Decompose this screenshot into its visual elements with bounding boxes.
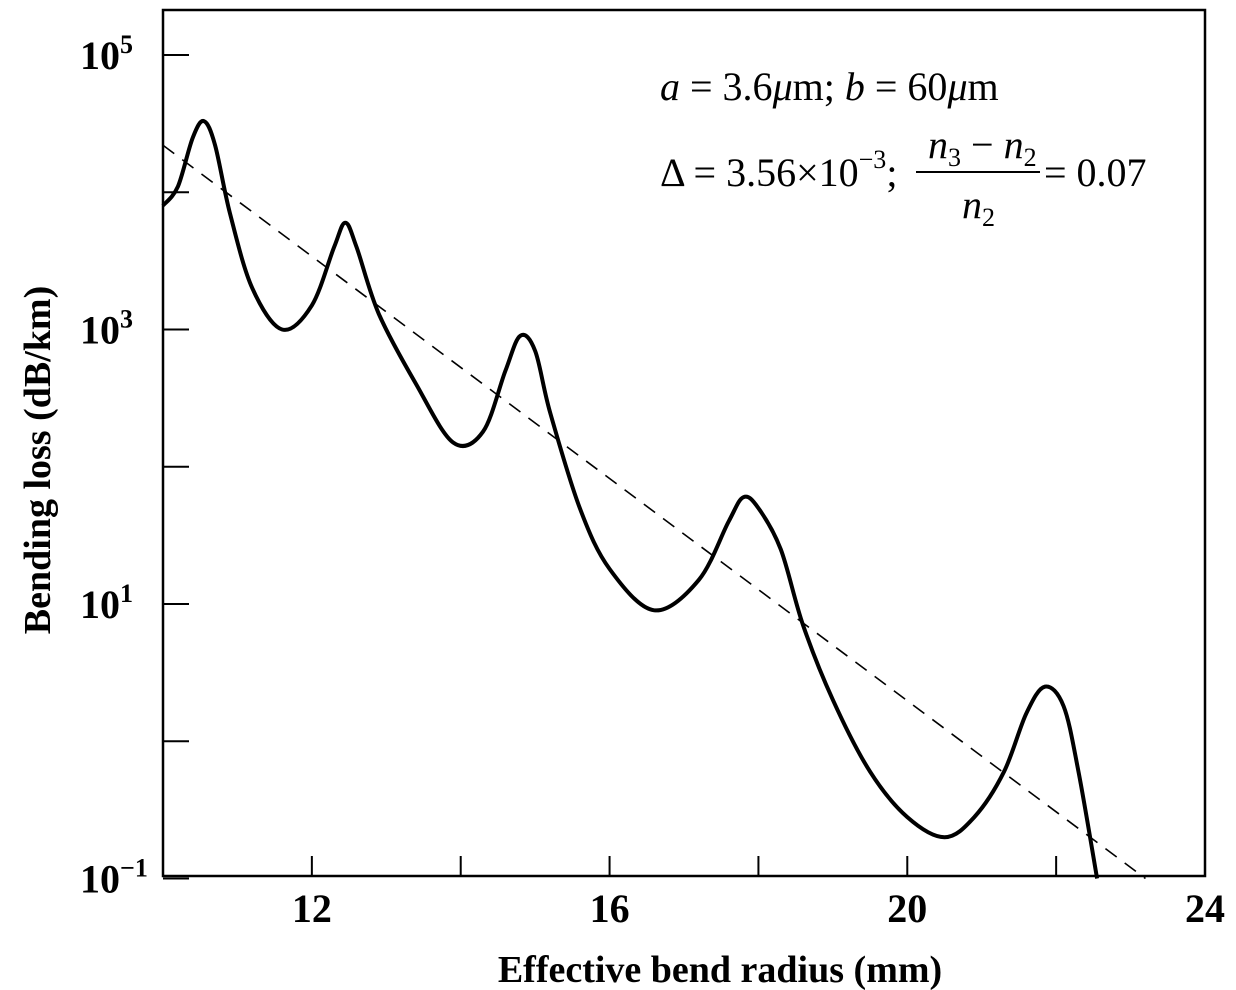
y-tick-label: 101	[80, 579, 133, 627]
x-tick-label: 12	[292, 886, 332, 931]
annotation-fraction-result: = 0.07	[1044, 150, 1147, 195]
trend-dashed-line	[162, 144, 1146, 880]
y-tick-label: 105	[80, 30, 133, 78]
annotation-line-2: Δ = 3.56×10−3;	[660, 145, 897, 195]
annotation-fraction-numerator: n3 − n2	[928, 122, 1037, 172]
x-axis-title: Effective bend radius (mm)	[498, 949, 942, 990]
x-tick-label: 24	[1185, 886, 1225, 931]
annotation-fraction-denominator: n2	[962, 182, 995, 232]
tick-labels: 12 16 20 24 105 103 101 10−1	[80, 30, 1225, 931]
plot-frame	[161, 8, 1207, 878]
bending-loss-curve	[161, 118, 1100, 879]
y-tick-label: 103	[80, 305, 133, 353]
x-tick-label: 16	[590, 886, 630, 931]
x-tick-label: 20	[887, 886, 927, 931]
axis-ticks	[163, 54, 1058, 880]
y-axis-title: Bending loss (dB/km)	[17, 286, 59, 634]
annotation-line-1: a = 3.6μm; b = 60μm	[660, 64, 999, 109]
y-tick-label: 10−1	[80, 854, 148, 902]
